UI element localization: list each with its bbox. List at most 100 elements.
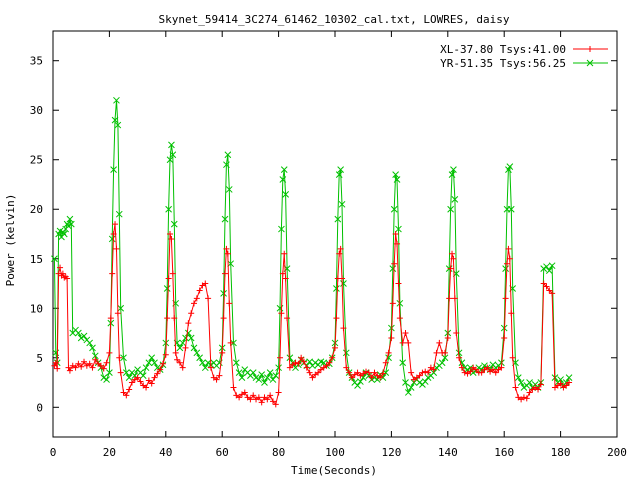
data-point — [455, 349, 463, 357]
data-point — [337, 245, 344, 252]
data-point — [315, 369, 322, 376]
data-point — [123, 392, 130, 399]
data-point — [139, 372, 147, 379]
data-point — [371, 369, 378, 376]
data-point — [120, 389, 127, 396]
data-point — [402, 379, 409, 386]
data-point — [517, 379, 525, 386]
data-point — [179, 364, 186, 371]
data-point — [249, 369, 257, 376]
data-point — [193, 349, 201, 357]
data-point — [389, 300, 396, 307]
data-point — [188, 310, 195, 317]
data-point — [458, 364, 465, 371]
data-point — [235, 369, 243, 376]
data-point — [306, 358, 313, 366]
x-axis-label: Time(Seconds) — [291, 464, 377, 477]
data-point — [348, 374, 355, 381]
data-point — [336, 250, 343, 257]
series-line — [53, 100, 570, 394]
legend-marker — [586, 59, 594, 67]
data-point — [392, 171, 399, 178]
data-point — [117, 304, 125, 312]
y-tick-label: 20 — [30, 203, 43, 216]
data-point — [393, 176, 401, 183]
legend-label: XL-37.80 Tsys:41.00 — [440, 43, 566, 56]
data-point — [225, 186, 233, 193]
y-axis-label: Power (kelvin) — [4, 194, 17, 287]
x-tick-label: 0 — [50, 446, 57, 459]
data-point — [422, 368, 429, 375]
data-point — [224, 250, 231, 257]
data-point — [145, 377, 152, 384]
data-point — [110, 166, 117, 173]
data-point — [157, 366, 164, 373]
data-point — [526, 379, 533, 386]
data-point — [338, 200, 346, 208]
data-point — [196, 287, 203, 294]
series-layer — [51, 96, 573, 408]
data-point — [385, 349, 392, 356]
data-point — [162, 351, 169, 358]
x-tick-label: 20 — [103, 446, 116, 459]
data-point — [535, 386, 542, 393]
data-point — [185, 320, 192, 327]
data-point — [292, 359, 299, 366]
data-point — [404, 389, 412, 396]
x-tick-label: 40 — [159, 446, 172, 459]
data-point — [122, 369, 130, 376]
data-point — [295, 360, 302, 367]
data-point — [167, 231, 174, 237]
data-point — [114, 121, 122, 129]
data-point — [261, 379, 268, 386]
data-point — [377, 374, 384, 381]
data-point — [282, 275, 289, 282]
data-point — [64, 275, 71, 282]
data-point — [277, 354, 284, 361]
data-point — [540, 280, 547, 287]
data-point — [86, 339, 94, 347]
data-point — [164, 315, 171, 322]
data-point — [191, 300, 197, 307]
x-tick-label: 120 — [381, 446, 401, 459]
data-point — [106, 369, 113, 376]
data-point — [227, 339, 234, 346]
data-point — [220, 315, 227, 322]
data-point — [425, 369, 432, 376]
data-point — [182, 334, 189, 342]
data-point — [247, 396, 254, 403]
data-point — [523, 395, 530, 402]
data-point — [52, 359, 59, 366]
data-point — [333, 285, 340, 292]
data-point — [86, 360, 93, 367]
data-point — [169, 270, 176, 277]
data-point — [478, 369, 485, 376]
data-point — [224, 151, 232, 159]
data-point — [241, 389, 248, 396]
data-point — [91, 352, 99, 360]
data-point — [205, 295, 212, 302]
data-point — [506, 163, 514, 171]
data-point — [182, 344, 189, 351]
data-point — [326, 359, 333, 366]
data-point — [484, 364, 491, 371]
data-point — [113, 245, 120, 252]
data-point — [365, 369, 372, 376]
data-point — [506, 255, 513, 262]
y-tick-label: 35 — [30, 55, 43, 68]
data-point — [456, 354, 463, 361]
data-point — [193, 295, 200, 302]
data-point — [334, 215, 342, 223]
data-point — [396, 299, 404, 307]
data-point — [125, 374, 133, 381]
data-point — [346, 369, 353, 376]
data-point — [389, 265, 397, 273]
data-point — [489, 366, 496, 373]
data-point — [382, 359, 389, 366]
data-point — [236, 394, 243, 401]
data-point — [97, 362, 104, 369]
data-point — [223, 161, 230, 169]
data-point — [170, 220, 178, 228]
data-point — [100, 365, 107, 372]
